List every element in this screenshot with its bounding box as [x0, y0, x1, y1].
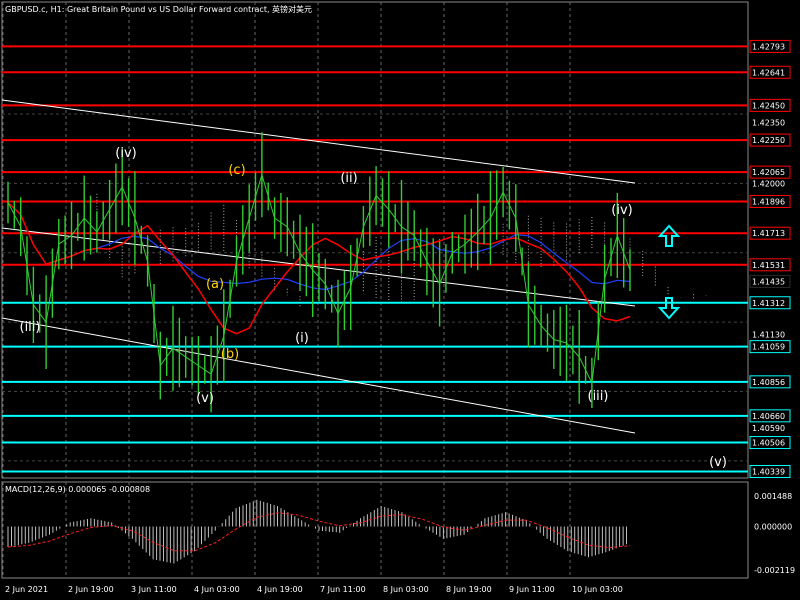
price-label-box	[749, 274, 791, 288]
time-axis-label: 2 Jun 2021	[5, 585, 48, 594]
wave-label: (iv)	[115, 146, 136, 161]
price-label-box	[749, 65, 791, 79]
price-label-box	[749, 296, 791, 310]
price-axis-label: 1.41713	[752, 229, 785, 238]
wave-label: (iii)	[588, 389, 609, 404]
macd-panel: 0.001488 0.000000 -0.002119	[7, 492, 795, 575]
price-axis-label: 1.40339	[752, 468, 785, 477]
price-label-box	[749, 133, 791, 147]
price-axis: 1.427931.426401.426411.424501.423501.422…	[749, 39, 791, 479]
time-axis-label: 10 Jun 03:00	[572, 585, 623, 594]
arrow-up-icon	[657, 224, 681, 247]
price-axis-label: 1.42641	[752, 68, 785, 77]
time-axis-label: 9 Jun 11:00	[509, 585, 555, 594]
time-axis-label: 3 Jun 11:00	[131, 585, 177, 594]
price-axis-label: 1.40590	[752, 424, 785, 433]
chart-title: GBPUSD.c, H1: Great Britain Pound vs US …	[5, 4, 312, 14]
macd-axis-label: -0.002119	[754, 566, 795, 575]
arrow-markers	[657, 224, 681, 320]
price-label-box	[749, 375, 791, 389]
price-line	[7, 173, 631, 385]
macd-frame	[1, 481, 749, 579]
macd-histogram	[7, 499, 627, 564]
price-axis-label: 1.42065	[752, 168, 785, 177]
arrow-down-icon	[657, 297, 681, 320]
wave-label: (ii)	[340, 171, 357, 186]
price-axis-label: 1.41531	[752, 261, 785, 270]
macd-axis-label: 0.000000	[754, 523, 792, 532]
price-axis-label: 1.42250	[752, 136, 785, 145]
trend-line	[1, 317, 636, 434]
price-axis-label: 1.42000	[752, 179, 785, 188]
price-axis-label: 1.41059	[752, 343, 785, 352]
time-axis-label: 4 Jun 03:00	[194, 585, 240, 594]
price-label-box	[749, 465, 791, 479]
price-label-box	[749, 98, 791, 112]
time-axis-label: 8 Jun 19:00	[446, 585, 492, 594]
time-axis-label: 4 Jun 19:00	[257, 585, 303, 594]
trend-line	[1, 99, 636, 184]
price-axis-label: 1.42350	[752, 119, 785, 128]
wave-labels: (iii) (iv) (v) (a) (b) (c) (i) (ii) (iii) (iv) (v)	[20, 146, 727, 470]
time-axis: 2 Jun 2021 2 Jun 19:00 3 Jun 11:00 4 Jun 03…	[5, 585, 623, 594]
price-label-box	[749, 258, 791, 272]
price-label-box	[749, 165, 791, 179]
horizontal-levels	[2, 45, 748, 473]
ma-red	[7, 201, 631, 335]
price-label-box	[749, 436, 791, 450]
wave-label: (b)	[221, 347, 239, 362]
time-axis-label: 7 Jun 11:00	[320, 585, 366, 594]
wave-label: (i)	[295, 331, 309, 346]
price-label-box	[749, 226, 791, 240]
time-axis-label: 8 Jun 03:00	[383, 585, 429, 594]
macd-axis-label: 0.001488	[754, 492, 792, 501]
price-axis-label: 1.42793	[752, 42, 785, 51]
price-label-box	[749, 409, 791, 423]
price-axis-label: 1.41312	[752, 299, 785, 308]
wave-label: (iv)	[611, 203, 632, 218]
wave-label: (v)	[196, 391, 214, 406]
price-axis-label: 1.41896	[752, 197, 785, 206]
wave-label: (iii)	[20, 320, 41, 335]
price-axis-label: 1.41130	[752, 330, 785, 339]
wave-label: (v)	[709, 455, 727, 470]
wave-label: (c)	[228, 163, 245, 178]
price-label-box	[749, 340, 791, 354]
price-axis-label: 1.42450	[752, 101, 785, 110]
price-label-box	[749, 39, 791, 53]
price-axis-label: 1.40506	[752, 439, 785, 448]
price-label-box	[749, 194, 791, 208]
main-frame	[1, 1, 749, 479]
price-axis-label: 1.40856	[752, 378, 785, 387]
price-axis-label: 1.40660	[752, 412, 785, 421]
price-bars	[7, 132, 631, 413]
price-series	[7, 132, 631, 413]
wave-label: (a)	[206, 277, 224, 292]
time-axis-label: 2 Jun 19:00	[68, 585, 114, 594]
macd-title: MACD(12,26,9) 0.000065 -0.000808	[5, 485, 150, 494]
price-axis-label: 1.41435	[752, 277, 785, 286]
macd-signal-line	[7, 512, 631, 552]
